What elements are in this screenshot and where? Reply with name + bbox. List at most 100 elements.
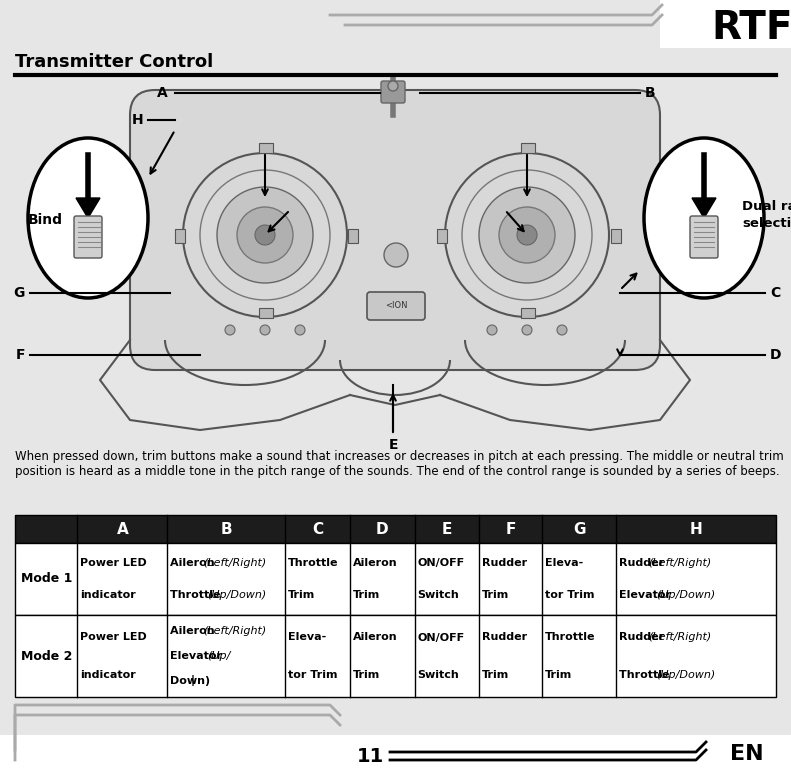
Text: <ION: <ION — [384, 301, 407, 311]
Text: Eleva-: Eleva- — [545, 558, 584, 568]
Text: Throttle: Throttle — [170, 590, 225, 600]
Text: Elevator: Elevator — [170, 651, 226, 661]
Text: Rudder: Rudder — [483, 558, 528, 568]
FancyBboxPatch shape — [521, 143, 535, 153]
FancyBboxPatch shape — [259, 143, 273, 153]
Text: Power LED: Power LED — [81, 558, 147, 568]
Text: |: | — [191, 675, 195, 686]
Circle shape — [388, 81, 398, 91]
Text: Trim: Trim — [353, 669, 380, 679]
FancyBboxPatch shape — [703, 735, 791, 773]
FancyBboxPatch shape — [381, 81, 405, 103]
FancyBboxPatch shape — [130, 90, 660, 370]
Text: Mode 1: Mode 1 — [21, 573, 72, 585]
Text: 11: 11 — [357, 747, 384, 767]
Text: (Left/Right): (Left/Right) — [649, 632, 712, 642]
Text: ON/OFF: ON/OFF — [418, 632, 464, 642]
Text: Trim: Trim — [483, 590, 509, 600]
Text: Mode 2: Mode 2 — [21, 649, 72, 662]
Text: (Up/Down): (Up/Down) — [657, 590, 716, 600]
Text: Aileron: Aileron — [170, 558, 218, 568]
Circle shape — [260, 325, 270, 335]
Text: Aileron: Aileron — [353, 632, 397, 642]
Text: E: E — [441, 522, 452, 536]
Text: EN: EN — [730, 744, 764, 764]
Text: Rudder: Rudder — [619, 632, 668, 642]
FancyBboxPatch shape — [74, 216, 102, 258]
Text: (Up/Down): (Up/Down) — [657, 669, 716, 679]
Text: Transmitter Control: Transmitter Control — [15, 53, 214, 71]
Circle shape — [237, 207, 293, 263]
Text: Throttle: Throttle — [619, 669, 674, 679]
Circle shape — [557, 325, 567, 335]
FancyBboxPatch shape — [15, 78, 776, 443]
Text: Aileron: Aileron — [170, 626, 218, 636]
Text: D: D — [770, 348, 782, 362]
Circle shape — [217, 187, 313, 283]
Text: (Left/Right): (Left/Right) — [649, 558, 712, 568]
Ellipse shape — [28, 138, 148, 298]
Circle shape — [479, 187, 575, 283]
Text: ON/OFF: ON/OFF — [418, 558, 464, 568]
FancyBboxPatch shape — [0, 700, 791, 773]
Text: Switch: Switch — [418, 669, 460, 679]
Text: When pressed down, trim buttons make a sound that increases or decreases in pitc: When pressed down, trim buttons make a s… — [15, 450, 784, 478]
FancyBboxPatch shape — [15, 515, 776, 543]
Text: C: C — [770, 286, 780, 300]
FancyBboxPatch shape — [175, 229, 185, 243]
Text: C: C — [312, 522, 323, 536]
Text: tor Trim: tor Trim — [545, 590, 595, 600]
Text: F: F — [505, 522, 516, 536]
Text: G: G — [13, 286, 25, 300]
Text: B: B — [645, 86, 656, 100]
Text: H: H — [131, 113, 143, 127]
FancyBboxPatch shape — [611, 229, 621, 243]
Text: Throttle: Throttle — [288, 558, 339, 568]
Text: RTF: RTF — [711, 9, 791, 47]
Polygon shape — [76, 198, 100, 218]
FancyBboxPatch shape — [521, 308, 535, 318]
Text: Down): Down) — [170, 676, 210, 686]
Ellipse shape — [644, 138, 764, 298]
Text: Throttle: Throttle — [545, 632, 596, 642]
FancyBboxPatch shape — [690, 216, 718, 258]
Circle shape — [499, 207, 555, 263]
FancyBboxPatch shape — [0, 735, 791, 773]
Text: Trim: Trim — [545, 669, 573, 679]
Circle shape — [225, 325, 235, 335]
Text: E: E — [388, 438, 398, 452]
Text: Trim: Trim — [483, 669, 509, 679]
FancyBboxPatch shape — [437, 229, 447, 243]
Text: indicator: indicator — [81, 669, 136, 679]
Text: Dual rate
selection: Dual rate selection — [742, 200, 791, 230]
FancyBboxPatch shape — [367, 292, 425, 320]
Text: H: H — [690, 522, 702, 536]
Circle shape — [522, 325, 532, 335]
Text: Eleva-: Eleva- — [288, 632, 327, 642]
Text: F: F — [16, 348, 25, 362]
Text: Power LED: Power LED — [81, 632, 147, 642]
Polygon shape — [692, 198, 716, 218]
Text: (Up/: (Up/ — [208, 651, 231, 661]
Text: Elevator: Elevator — [619, 590, 675, 600]
Text: Rudder: Rudder — [483, 632, 528, 642]
Text: Switch: Switch — [418, 590, 460, 600]
Text: Trim: Trim — [353, 590, 380, 600]
Text: B: B — [221, 522, 232, 536]
Circle shape — [255, 225, 275, 245]
FancyBboxPatch shape — [660, 0, 791, 48]
Text: Rudder: Rudder — [619, 558, 668, 568]
FancyBboxPatch shape — [15, 615, 776, 697]
Text: Bind: Bind — [28, 213, 63, 227]
Text: A: A — [157, 86, 168, 100]
Text: (Left/Right): (Left/Right) — [203, 626, 267, 636]
Text: Aileron: Aileron — [353, 558, 397, 568]
Text: A: A — [116, 522, 128, 536]
Text: G: G — [573, 522, 585, 536]
FancyBboxPatch shape — [259, 308, 273, 318]
Text: tor Trim: tor Trim — [288, 669, 338, 679]
Text: (Up/Down): (Up/Down) — [208, 590, 267, 600]
FancyBboxPatch shape — [348, 229, 358, 243]
Circle shape — [517, 225, 537, 245]
Circle shape — [487, 325, 497, 335]
